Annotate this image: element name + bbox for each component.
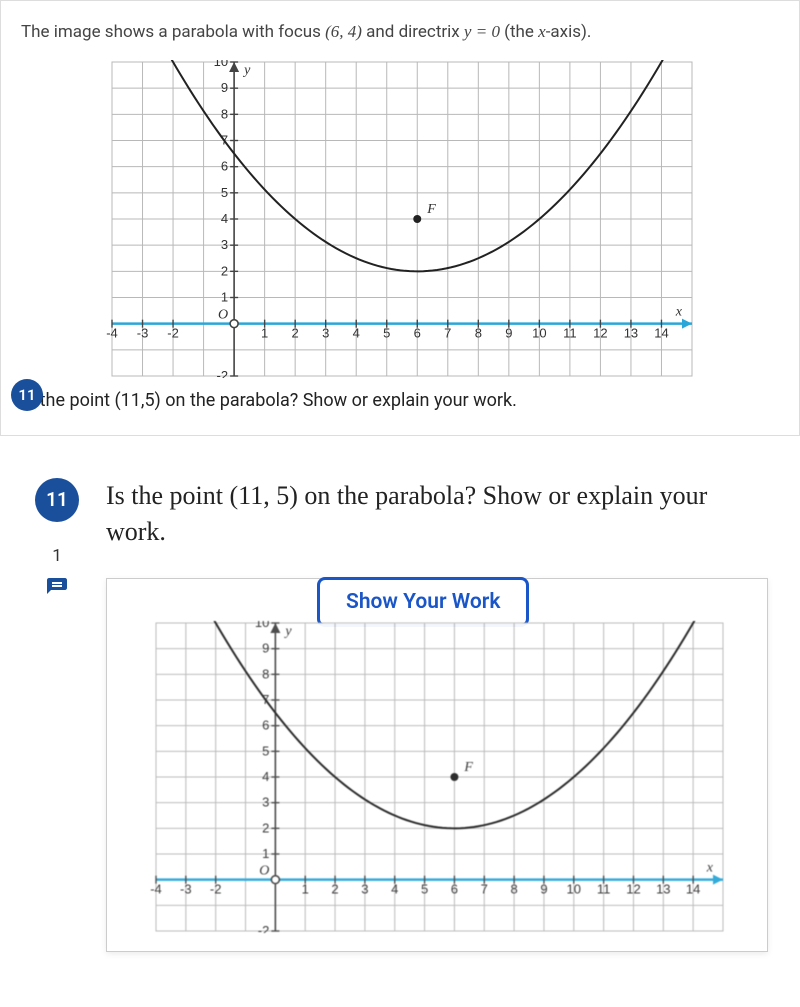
question-heading: Is the point (11, 5) on the parabola? Sh… <box>106 478 768 551</box>
svg-text:7: 7 <box>480 882 487 897</box>
svg-text:x: x <box>675 304 683 319</box>
svg-text:4: 4 <box>353 325 360 340</box>
axis-var: x <box>538 22 546 41</box>
svg-text:3: 3 <box>221 237 228 252</box>
svg-text:2: 2 <box>221 263 228 278</box>
question-number-badge: 11 <box>11 379 43 411</box>
svg-text:11: 11 <box>563 325 577 340</box>
svg-text:y: y <box>283 624 292 639</box>
svg-text:6: 6 <box>221 158 228 173</box>
svg-text:12: 12 <box>626 882 640 897</box>
svg-text:1: 1 <box>221 289 228 304</box>
svg-text:9: 9 <box>221 80 228 95</box>
svg-text:4: 4 <box>262 769 269 784</box>
svg-text:5: 5 <box>383 325 390 340</box>
parabola-chart-bottom: -4-3-21234567891011121314-212345678910Oy… <box>150 621 725 933</box>
svg-text:12: 12 <box>593 325 607 340</box>
svg-text:8: 8 <box>221 106 228 121</box>
show-your-work-frame: Show Your Work -4-3-21234567891011121314… <box>106 578 768 952</box>
svg-text:14: 14 <box>685 882 699 897</box>
svg-text:-4: -4 <box>106 325 118 340</box>
svg-text:5: 5 <box>420 882 427 897</box>
response-count: 1 <box>52 546 62 566</box>
svg-text:9: 9 <box>505 325 512 340</box>
svg-text:O: O <box>259 864 269 879</box>
svg-text:7: 7 <box>444 325 451 340</box>
svg-text:F: F <box>426 202 436 217</box>
student-work-panel: 11 1 Is the point (11, 5) on the parabol… <box>0 436 800 981</box>
svg-text:-4: -4 <box>150 882 162 897</box>
svg-text:9: 9 <box>540 882 547 897</box>
svg-text:-2: -2 <box>167 325 179 340</box>
svg-text:1: 1 <box>261 325 268 340</box>
question-number-badge-large: 11 <box>35 478 79 522</box>
text: -axis). <box>546 22 592 42</box>
svg-text:10: 10 <box>254 621 268 630</box>
svg-text:3: 3 <box>361 882 368 897</box>
directrix-eq: y = 0 <box>464 22 500 41</box>
svg-text:5: 5 <box>262 744 269 759</box>
svg-text:4: 4 <box>221 211 228 226</box>
svg-text:14: 14 <box>654 325 668 340</box>
svg-text:5: 5 <box>221 184 228 199</box>
svg-text:1: 1 <box>262 846 269 861</box>
svg-text:10: 10 <box>566 882 580 897</box>
comment-icon[interactable] <box>45 576 69 600</box>
text: The image shows a parabola with focus <box>21 22 325 42</box>
svg-text:3: 3 <box>262 795 269 810</box>
svg-text:-2: -2 <box>257 923 269 933</box>
svg-text:13: 13 <box>624 325 638 340</box>
svg-text:3: 3 <box>322 325 329 340</box>
svg-text:-3: -3 <box>180 882 192 897</box>
svg-text:6: 6 <box>262 718 269 733</box>
parabola-chart-top: -4-3-21234567891011121314-212345678910Oy… <box>106 60 694 378</box>
svg-text:x: x <box>705 861 713 876</box>
svg-text:6: 6 <box>414 325 421 340</box>
svg-text:2: 2 <box>262 821 269 836</box>
svg-text:1: 1 <box>301 882 308 897</box>
text: (the <box>500 22 538 42</box>
svg-text:O: O <box>218 307 228 322</box>
svg-text:6: 6 <box>450 882 457 897</box>
svg-text:-3: -3 <box>137 325 149 340</box>
svg-text:8: 8 <box>510 882 517 897</box>
svg-text:4: 4 <box>391 882 398 897</box>
svg-text:10: 10 <box>214 60 228 69</box>
svg-text:-2: -2 <box>209 882 221 897</box>
svg-text:F: F <box>463 760 473 775</box>
parabola-description: The image shows a parabola with focus (6… <box>21 19 779 46</box>
svg-text:10: 10 <box>532 325 546 340</box>
svg-text:8: 8 <box>262 667 269 682</box>
svg-text:11: 11 <box>596 882 610 897</box>
question-text-top: Is the point (11,5) on the parabola? Sho… <box>21 390 779 411</box>
focus-coords: (6, 4) <box>325 22 362 41</box>
text: and directrix <box>362 22 464 42</box>
svg-text:-2: -2 <box>217 368 229 378</box>
svg-text:2: 2 <box>292 325 299 340</box>
point-coords: (11, 5) <box>230 481 298 510</box>
svg-text:13: 13 <box>656 882 670 897</box>
svg-text:8: 8 <box>475 325 482 340</box>
svg-text:y: y <box>242 63 251 78</box>
problem-statement-panel: The image shows a parabola with focus (6… <box>0 0 800 436</box>
text: Is the point <box>106 481 230 510</box>
svg-text:9: 9 <box>262 641 269 656</box>
svg-text:2: 2 <box>331 882 338 897</box>
